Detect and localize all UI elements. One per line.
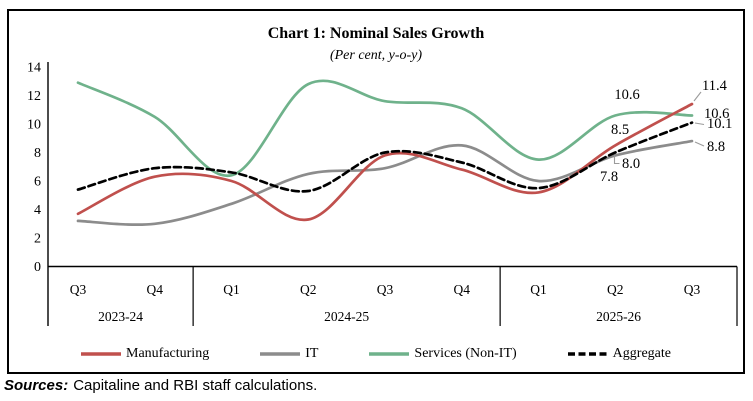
legend-label: Aggregate bbox=[612, 346, 671, 361]
y-tick-label: 6 bbox=[34, 175, 41, 190]
x-quarter-label: Q2 bbox=[607, 282, 624, 297]
sources-note: Sources: Capitaline and RBI staff calcula… bbox=[4, 377, 749, 394]
point-label: 7.8 bbox=[600, 169, 618, 185]
y-tick-label: 14 bbox=[27, 61, 41, 76]
x-quarter-label: Q3 bbox=[70, 282, 87, 297]
x-quarter-label: Q4 bbox=[454, 282, 471, 297]
y-tick-label: 0 bbox=[34, 260, 41, 275]
y-tick-label: 4 bbox=[34, 203, 41, 218]
series-line-manufacturing bbox=[76, 102, 694, 222]
legend-line-swatch-icon bbox=[81, 352, 121, 356]
point-label: 11.4 bbox=[702, 78, 728, 94]
y-tick-label: 10 bbox=[27, 118, 41, 133]
chart-subtitle: (Per cent, y-o-y) bbox=[329, 48, 423, 63]
sources-label: Sources: bbox=[4, 377, 69, 394]
x-quarter-label: Q3 bbox=[377, 282, 394, 297]
point-label: 10.6 bbox=[704, 106, 729, 122]
sources-text: Capitaline and RBI staff calculations. bbox=[73, 377, 318, 394]
legend-label: Services (Non-IT) bbox=[414, 346, 517, 361]
x-quarter-label: Q4 bbox=[147, 282, 164, 297]
point-label: 10.1 bbox=[707, 116, 732, 132]
chart-title: Chart 1: Nominal Sales Growth bbox=[267, 25, 485, 42]
label-leader-line bbox=[693, 91, 702, 102]
point-label: 8.0 bbox=[622, 156, 640, 172]
x-quarter-label: Q1 bbox=[223, 282, 240, 297]
x-year-label: 2025-26 bbox=[596, 309, 641, 324]
legend-label: IT bbox=[305, 346, 319, 361]
x-quarter-label: Q3 bbox=[684, 282, 701, 297]
point-label: 8.5 bbox=[611, 122, 629, 138]
legend-item-manufacturing: Manufacturing bbox=[80, 346, 209, 362]
point-label: 10.6 bbox=[614, 87, 639, 103]
y-tick-label: 2 bbox=[34, 232, 41, 247]
series-line-aggregate bbox=[76, 121, 694, 193]
label-leader-line bbox=[694, 122, 705, 126]
series-line-services-non-it- bbox=[76, 79, 694, 177]
point-label: 8.8 bbox=[707, 139, 725, 155]
chart-border-box: Chart 1: Nominal Sales Growth (Per cent,… bbox=[7, 9, 745, 374]
y-tick-label: 12 bbox=[27, 89, 41, 104]
legend-label: Manufacturing bbox=[126, 346, 210, 361]
legend-line-swatch-icon bbox=[260, 352, 301, 356]
x-year-label: 2024-25 bbox=[324, 309, 369, 324]
x-quarter-label: Q1 bbox=[530, 282, 547, 297]
legend-line-swatch-icon bbox=[369, 352, 410, 356]
label-leader-line bbox=[694, 141, 705, 147]
y-tick-label: 8 bbox=[34, 146, 41, 161]
legend-item-aggregate: Aggregate bbox=[567, 346, 671, 362]
x-quarter-label: Q2 bbox=[300, 282, 317, 297]
label-leader-line bbox=[613, 155, 620, 165]
chart-legend: Manufacturing IT Services (Non-IT) Aggregat… bbox=[8, 346, 743, 362]
x-year-label: 2023-24 bbox=[98, 309, 143, 324]
legend-item-services-non-it-: Services (Non-IT) bbox=[368, 346, 517, 362]
legend-line-swatch-icon bbox=[567, 352, 608, 356]
legend-item-it: IT bbox=[259, 346, 318, 362]
